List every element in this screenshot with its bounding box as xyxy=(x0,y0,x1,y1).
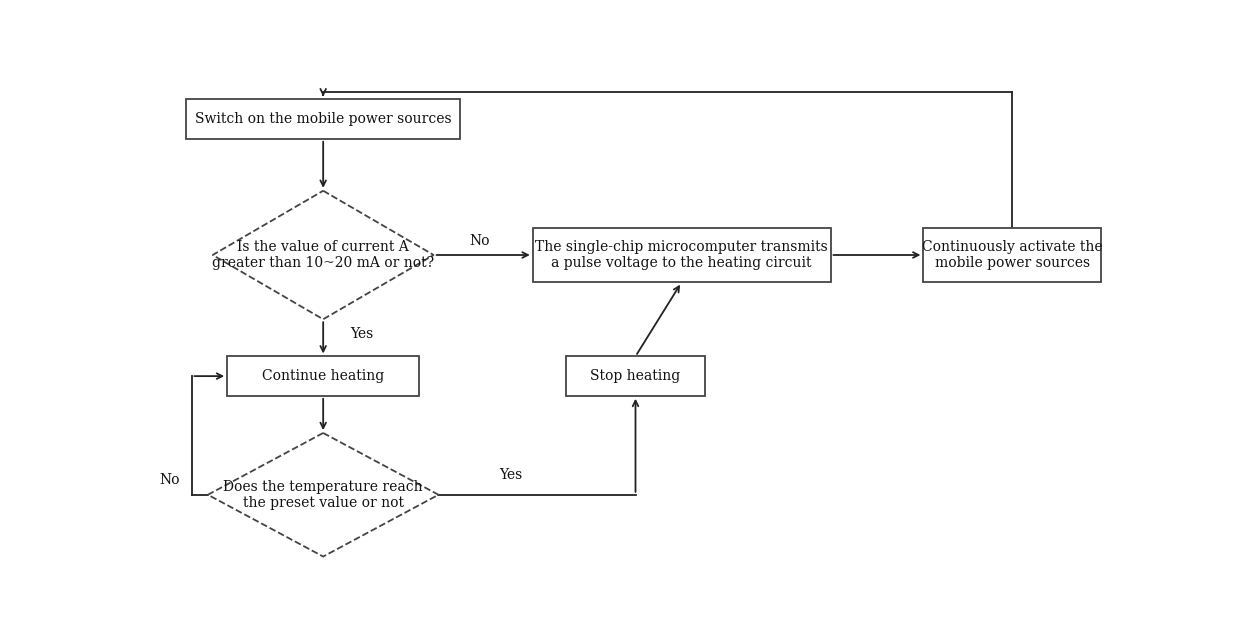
FancyBboxPatch shape xyxy=(227,356,419,396)
Text: No: No xyxy=(470,234,490,248)
Text: Continue heating: Continue heating xyxy=(262,369,384,383)
Text: Yes: Yes xyxy=(350,327,373,341)
FancyBboxPatch shape xyxy=(565,356,706,396)
Polygon shape xyxy=(213,191,434,319)
Text: The single-chip microcomputer transmits
a pulse voltage to the heating circuit: The single-chip microcomputer transmits … xyxy=(536,240,828,270)
Polygon shape xyxy=(208,433,439,557)
Text: Switch on the mobile power sources: Switch on the mobile power sources xyxy=(195,112,451,126)
Text: Is the value of current A
greater than 10~20 mA or not?: Is the value of current A greater than 1… xyxy=(212,240,434,270)
Text: Stop heating: Stop heating xyxy=(590,369,681,383)
Text: Continuously activate the
mobile power sources: Continuously activate the mobile power s… xyxy=(921,240,1102,270)
FancyBboxPatch shape xyxy=(533,228,831,282)
Text: Does the temperature reach
the preset value or not: Does the temperature reach the preset va… xyxy=(223,480,423,510)
FancyBboxPatch shape xyxy=(186,100,460,139)
Text: No: No xyxy=(159,473,180,487)
Text: Yes: Yes xyxy=(498,468,522,482)
FancyBboxPatch shape xyxy=(924,228,1101,282)
